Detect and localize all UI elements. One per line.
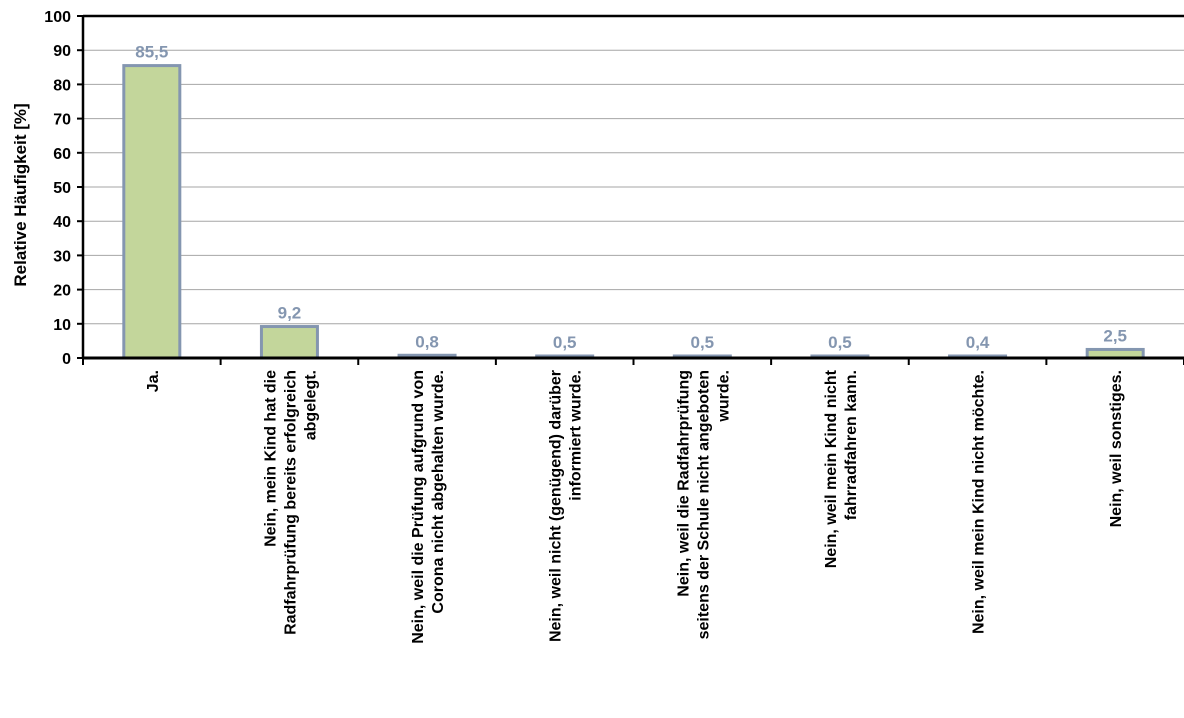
y-tick-label: 20 [53,283,71,300]
y-tick-label: 100 [44,9,71,26]
data-label: 0,4 [966,333,990,352]
x-category-label-line: abgelegt. [302,370,319,440]
x-category-label-line: Ja. [145,370,162,392]
data-label: 0,5 [553,333,577,352]
data-label: 2,5 [1103,326,1127,345]
x-category-label-line: Nein, mein Kind hat die [262,370,279,547]
data-label: 0,5 [690,333,714,352]
y-tick-label: 30 [53,248,71,265]
y-tick-label: 0 [62,351,71,368]
y-axis-title: Relative Häufigkeit [%] [11,103,30,286]
x-category-label-line: seitens der Schule nicht angeboten [695,370,712,639]
x-category-label-line: Corona nicht abgehalten wurde. [430,370,447,614]
x-category-label-line: Nein, weil mein Kind nicht [823,369,840,568]
x-category-label-line: Radfahrprüfung bereits erfolgreich [282,370,299,635]
y-tick-label: 90 [53,43,71,60]
data-label: 85,5 [135,43,168,62]
x-category-label-line: Nein, weil mein Kind nicht möchte. [971,370,988,634]
x-category-label-line: Nein, weil die Radfahrprüfung [675,370,692,597]
x-category-label-line: Nein, weil die Prüfung aufgrund von [410,370,427,644]
y-tick-label: 60 [53,146,71,163]
x-category-label: Nein, weil mein Kind nicht möchte. [971,370,988,634]
y-tick-label: 80 [53,77,71,94]
x-category-label-line: wurde. [715,370,732,423]
data-label: 0,8 [415,332,439,351]
x-category-label-line: fahrradfahren kann. [843,370,860,520]
y-tick-label: 40 [53,214,71,231]
x-category-label: Nein, weil nicht (genügend) darüber infor… [548,370,585,642]
x-category-label: Nein, weil die Prüfung aufgrund von Coron… [410,370,447,644]
bar [122,64,182,360]
labels: 0 10 20 30 40 50 60 70 80 90 100 85,5 9,2 0,8 0,5 0,5 0,… [11,9,1127,644]
y-tick-label: 70 [53,112,71,129]
data-label: 0,5 [828,333,852,352]
x-category-label: Ja. [145,370,162,392]
y-tick-label: 10 [53,317,71,334]
x-category-label-line: Nein, weil sonstiges. [1108,370,1125,527]
x-category-label-line: informiert wurde. [568,370,585,501]
gridlines [83,15,1184,325]
x-category-label-line: Nein, weil nicht (genügend) darüber [548,370,565,642]
y-tick-label: 50 [53,180,71,197]
axes [77,14,1184,365]
x-category-label: Nein, mein Kind hat die Radfahrprüfung be… [262,370,319,635]
x-category-label: Nein, weil sonstiges. [1108,370,1125,527]
bar [259,325,319,360]
data-label: 9,2 [278,304,302,323]
x-category-label: Nein, weil die Radfahrprüfung seitens der… [675,370,732,639]
x-category-label: Nein, weil mein Kind nicht fahrradfahren … [823,369,860,568]
